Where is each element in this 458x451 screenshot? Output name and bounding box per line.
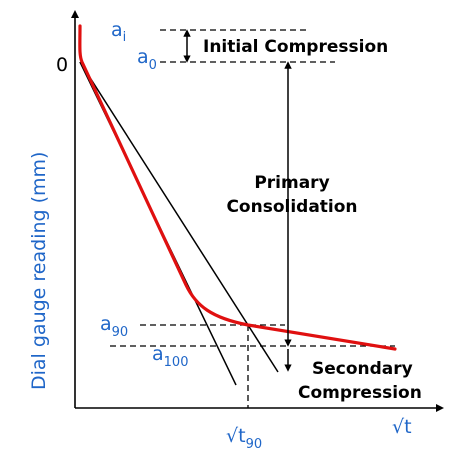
origin-label: 0 xyxy=(56,54,68,76)
corrected-slope-line xyxy=(79,61,279,373)
primary-label: Primary xyxy=(254,173,329,193)
compression-label: Compression xyxy=(298,383,422,403)
x-axis-label: √t xyxy=(392,416,412,438)
consolidation-label: Consolidation xyxy=(226,197,357,217)
a-90-label: a90 xyxy=(100,313,128,340)
consolidation-curve xyxy=(78,24,397,351)
secondary-label: Secondary xyxy=(312,359,413,379)
a-100-label: a100 xyxy=(152,343,188,370)
sqrt-t90-label: √t90 xyxy=(226,425,262,451)
a-i-label: ai xyxy=(111,19,126,45)
a-0-label: a0 xyxy=(137,46,157,73)
initial-compression-label: Initial Compression xyxy=(203,37,388,57)
y-axis-label: Dial gauge reading (mm) xyxy=(28,152,50,390)
